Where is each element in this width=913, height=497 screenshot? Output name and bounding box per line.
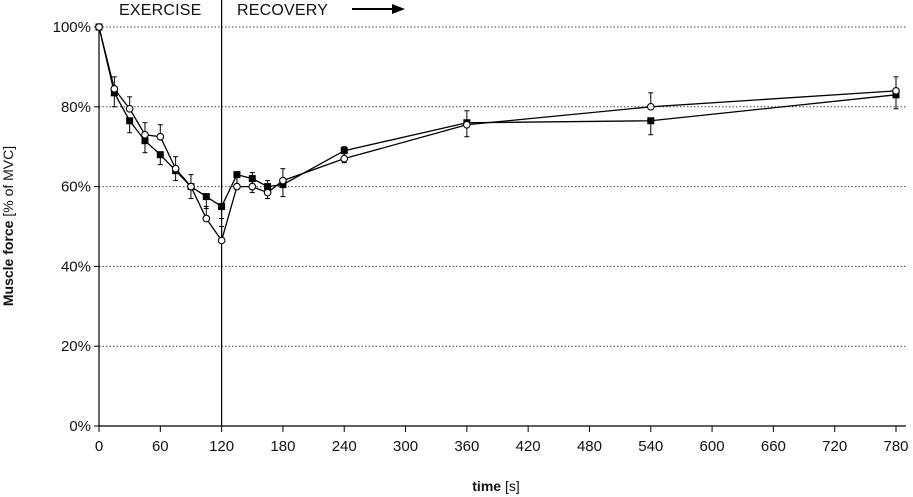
x-axis-title-main: time: [472, 478, 501, 494]
data-point-open-circles-16: [892, 86, 900, 95]
x-tick-label-660: 660: [761, 438, 786, 455]
data-point-open-circles-14: [462, 120, 471, 129]
data-point-filled-squares-2: [126, 117, 134, 125]
y-tick-label-40: 40%: [61, 258, 91, 275]
data-point-filled-squares-3: [141, 137, 149, 145]
x-tick-label-60: 60: [152, 438, 169, 455]
data-point-filled-squares-15: [647, 117, 655, 125]
recovery-arrow-icon: [352, 4, 405, 14]
y-tick-label-60: 60%: [61, 179, 91, 196]
exercise-phase-label: EXERCISE: [119, 2, 202, 19]
data-point-open-circles-13: [340, 154, 349, 163]
x-tick-label-240: 240: [332, 438, 357, 455]
series-line-filled-squares: [98, 26, 897, 208]
data-point-open-circles-9: [233, 182, 241, 191]
x-tick-label-600: 600: [700, 438, 725, 455]
data-point-open-circles-1: [110, 84, 119, 93]
x-tick-label-720: 720: [822, 438, 847, 455]
x-tick-label-480: 480: [577, 438, 602, 455]
data-point-open-circles-10: [248, 182, 257, 191]
x-tick-label-360: 360: [454, 438, 479, 455]
data-point-filled-squares-16: [892, 91, 900, 99]
data-point-filled-squares-12: [279, 181, 287, 189]
tick-labels: 0% 20% 40% 60% 80% 100% 0 60 120 180 240 300 360 420 4…: [53, 19, 909, 455]
x-tick-label-540: 540: [638, 438, 663, 455]
data-point-open-circles-15: [646, 102, 655, 111]
data-point-filled-squares-8: [218, 203, 226, 211]
data-point-open-circles-8: [217, 236, 226, 245]
series-filled-squares: [95, 23, 900, 220]
data-point-open-circles-0: [95, 23, 103, 31]
x-tick-label-120: 120: [209, 438, 234, 455]
x-tick-label-780: 780: [883, 438, 908, 455]
data-point-open-circles-11: [263, 188, 272, 197]
data-point-open-circles-3: [141, 130, 149, 139]
x-tick-label-300: 300: [393, 438, 418, 455]
gridlines: [99, 26, 906, 347]
x-tick-label-180: 180: [270, 438, 295, 455]
x-tick-label-0: 0: [95, 438, 103, 455]
y-axis-title-main: Muscle force: [0, 220, 16, 306]
data-point-filled-squares-7: [202, 193, 210, 201]
data-point-filled-squares-4: [156, 151, 164, 159]
data-point-open-circles-7: [202, 214, 211, 223]
data-point-open-circles-12: [279, 176, 287, 185]
y-tick-label-0: 0%: [69, 418, 91, 435]
data-point-filled-squares-1: [110, 89, 118, 97]
y-axis-title: Muscle force [% of MVC]: [0, 146, 16, 306]
y-axis-title-unit: [% of MVC]: [0, 146, 16, 221]
data-series: [95, 23, 900, 245]
axes: [98, 27, 906, 427]
y-tick-label-100: 100%: [53, 19, 91, 36]
data-point-open-circles-5: [171, 164, 180, 173]
x-axis-title: time [s]: [472, 478, 519, 494]
x-tick-label-420: 420: [516, 438, 541, 455]
y-tick-label-20: 20%: [61, 338, 91, 355]
x-axis-title-unit: [s]: [501, 478, 520, 494]
y-tick-label-80: 80%: [61, 99, 91, 116]
data-point-open-circles-6: [187, 182, 195, 191]
series-open-circles: [95, 23, 900, 245]
data-point-open-circles-4: [156, 132, 165, 141]
recovery-phase-label: RECOVERY: [237, 2, 328, 19]
data-point-open-circles-2: [125, 104, 134, 113]
